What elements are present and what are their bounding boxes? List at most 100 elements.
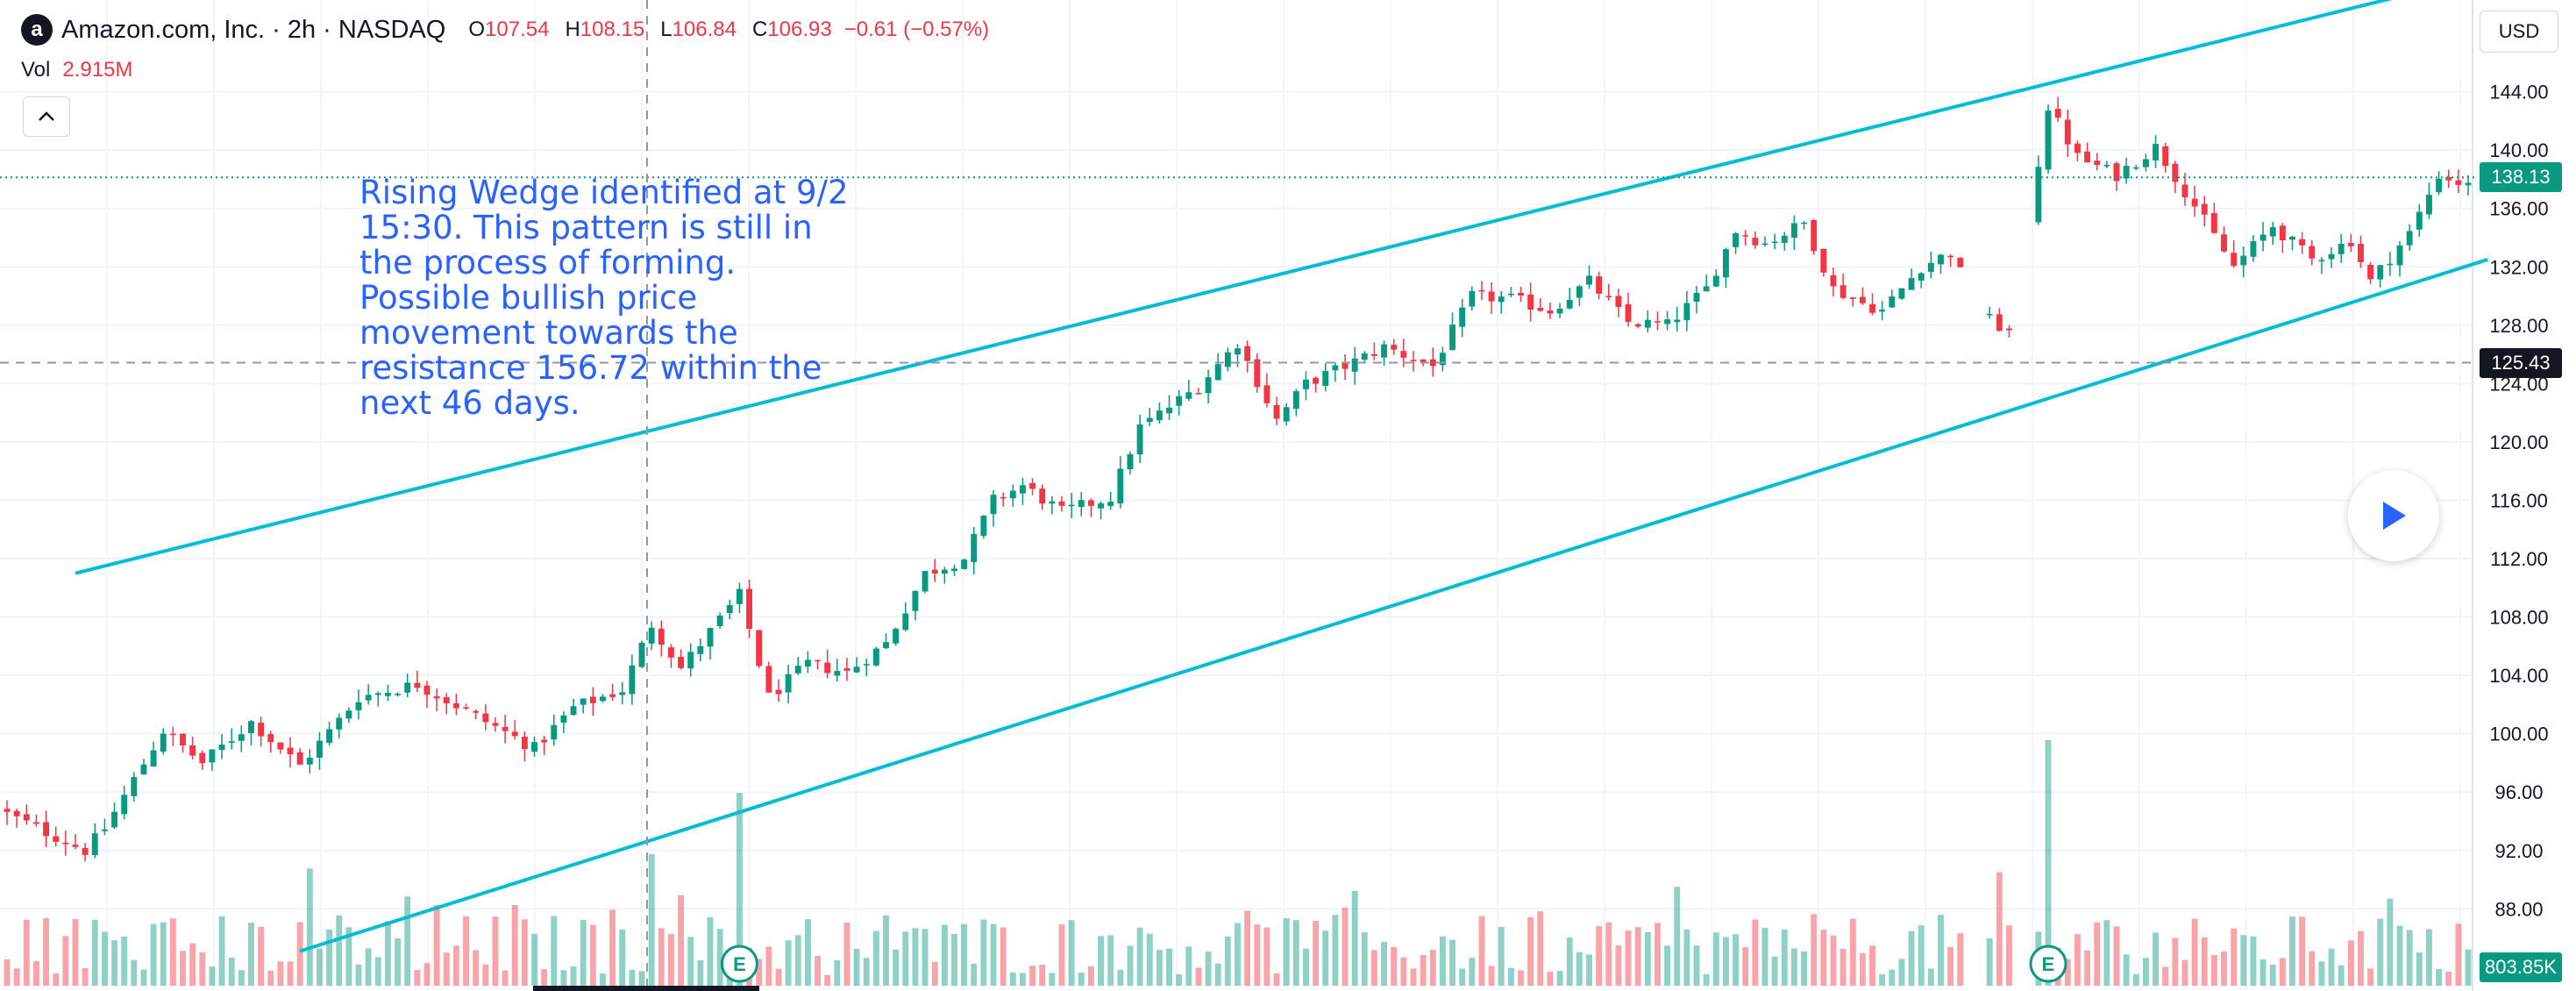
replay-play-button[interactable] xyxy=(2348,470,2439,561)
volume-bar xyxy=(2172,938,2179,986)
volume-bar xyxy=(1469,958,1476,986)
candle-body xyxy=(258,722,265,737)
collapse-legend-button[interactable] xyxy=(23,96,70,137)
volume-bar xyxy=(189,943,196,986)
candle-body xyxy=(1664,319,1671,324)
candle-body xyxy=(1811,220,1818,252)
candle-body xyxy=(1136,424,1143,455)
crosshair-price-label: 125.43 xyxy=(2480,347,2562,378)
volume-bar xyxy=(1712,932,1719,986)
candle-body xyxy=(2074,143,2081,153)
candle-body xyxy=(2132,167,2139,169)
candle-body xyxy=(1859,296,1866,303)
volume-bar xyxy=(1811,914,1818,986)
volume-bar xyxy=(1761,928,1768,986)
volume-bar xyxy=(990,923,997,986)
candle-body xyxy=(609,694,616,697)
volume-label[interactable]: Vol xyxy=(21,58,51,82)
candle-body xyxy=(1459,307,1466,327)
candle-body xyxy=(2054,109,2061,118)
volume-bar xyxy=(1683,929,1690,986)
volume-bar xyxy=(1254,924,1261,986)
volume-bar xyxy=(482,964,489,986)
candle-body xyxy=(2445,176,2452,181)
volume-bar xyxy=(2250,936,2257,986)
symbol-title[interactable]: Amazon.com, Inc. · 2h · NASDAQ xyxy=(61,15,446,44)
volume-bar xyxy=(716,929,723,986)
candle-body xyxy=(883,642,889,649)
volume-bar xyxy=(23,919,30,986)
candle-body xyxy=(1752,238,1759,246)
candle-body xyxy=(345,710,352,719)
volume-bar xyxy=(82,967,89,986)
volume-bar xyxy=(2406,930,2413,986)
volume-bar xyxy=(648,854,655,986)
currency-button[interactable]: USD xyxy=(2480,11,2558,53)
volume-bar xyxy=(32,961,39,986)
candle-body xyxy=(746,588,753,629)
earnings-marker-icon[interactable]: E xyxy=(2029,945,2067,983)
volume-bar xyxy=(1654,923,1661,986)
candle-body xyxy=(619,692,626,695)
volume-bar xyxy=(941,924,948,986)
candle-body xyxy=(1556,309,1563,314)
y-tick-label: 92.00 xyxy=(2494,840,2543,862)
volume-bar xyxy=(511,905,518,986)
volume-bar xyxy=(374,957,381,986)
candle-body xyxy=(316,740,323,758)
candle-body xyxy=(1644,319,1651,328)
low-value: 106.84 xyxy=(672,18,737,41)
volume-bar xyxy=(824,974,831,986)
symbol-legend: a Amazon.com, Inc. · 2h · NASDAQ O 107.54… xyxy=(21,14,989,46)
volume-bar xyxy=(1029,966,1036,986)
candle-body xyxy=(521,737,528,750)
candle-body xyxy=(1332,365,1339,371)
candle-body xyxy=(1244,346,1251,361)
candle-body xyxy=(1019,485,1026,494)
volume-bar xyxy=(756,959,763,986)
candle-body xyxy=(1947,255,1954,258)
candle-body xyxy=(180,733,186,745)
volume-bar xyxy=(794,935,801,986)
volume-bar xyxy=(1146,933,1153,986)
candle-body xyxy=(2425,195,2432,215)
candle-body xyxy=(2328,253,2335,260)
volume-bar xyxy=(765,946,772,986)
volume-bar xyxy=(267,970,274,986)
candle-body xyxy=(414,682,421,688)
candle-body xyxy=(1098,503,1105,509)
volume-bar xyxy=(834,959,841,986)
volume-bar xyxy=(560,970,567,986)
volume-bar xyxy=(697,959,704,986)
candle-body xyxy=(756,630,763,667)
volume-bar xyxy=(1117,969,1124,986)
candle-body xyxy=(1224,352,1231,367)
volume-bar xyxy=(101,931,108,986)
volume-bar xyxy=(2347,940,2354,986)
pattern-annotation[interactable]: Rising Wedge identified at 9/2 15:30. Th… xyxy=(359,174,849,422)
volume-bar xyxy=(2338,965,2345,986)
volume-bar xyxy=(2142,958,2149,986)
volume-bar xyxy=(2465,949,2472,986)
candle-body xyxy=(922,570,929,592)
time-scrollbar[interactable] xyxy=(533,986,759,991)
volume-bar xyxy=(2123,954,2130,986)
candle-body xyxy=(1703,286,1710,292)
candle-body xyxy=(43,822,50,837)
candle-body xyxy=(1351,358,1358,372)
candle-body xyxy=(1488,291,1495,302)
volume-bar xyxy=(1000,927,1007,986)
candle-body xyxy=(971,533,978,562)
candle-body xyxy=(1527,294,1534,310)
earnings-marker-label: E xyxy=(733,953,746,975)
earnings-marker-icon[interactable]: E xyxy=(720,945,758,983)
candle-body xyxy=(736,588,743,604)
volume-bar xyxy=(931,961,938,986)
volume-bar xyxy=(1586,954,1592,986)
volume-bar xyxy=(502,970,509,986)
candle-body xyxy=(1420,359,1427,363)
volume-bar xyxy=(1049,973,1056,986)
volume-bar xyxy=(1381,941,1388,986)
volume-bar xyxy=(395,938,402,986)
